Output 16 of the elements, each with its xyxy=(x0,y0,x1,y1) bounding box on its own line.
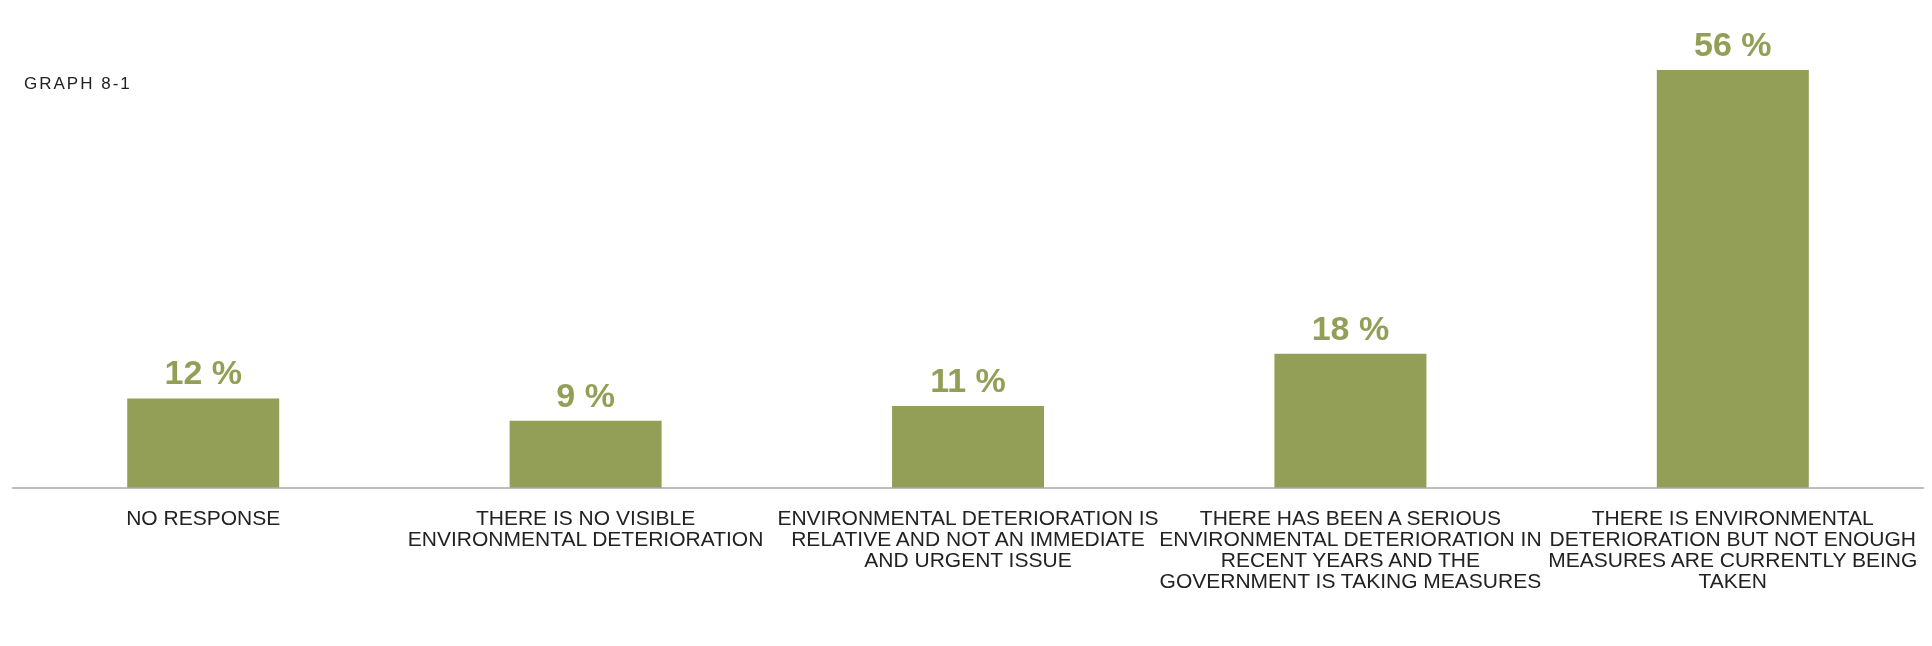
data-label: 12 % xyxy=(164,353,242,392)
bar xyxy=(127,398,280,488)
data-label: 18 % xyxy=(1311,308,1390,347)
data-label: 11 % xyxy=(930,360,1006,399)
x-tick-label: NO RESPONSE xyxy=(126,505,281,529)
x-tick-label: THERE HAS BEEN A SERIOUS ENVIRONMENTAL DETERIORATION IN RECENT YEARS AND THE GOVERNMENT IS TAKING MEASURES xyxy=(1159,505,1542,592)
data-label: 9 % xyxy=(556,375,615,414)
x-tick-label: ENVIRONMENTAL DETERIORATION IS RELATIVE AND NOT AN IMMEDIATE AND URGENT ISSUE xyxy=(777,505,1159,571)
bar xyxy=(892,405,1045,488)
x-tick-label: THERE IS NO VISIBLE ENVIRONMENTAL DETERIORATION xyxy=(407,505,764,550)
annotation: GRAPH 8-1 xyxy=(24,74,132,94)
data-label: 56 % xyxy=(1694,25,1772,63)
x-tick-label: THERE IS ENVIRONMENTAL DETERIORATION BUT NOT ENOUGH MEASURES ARE CURRENTLY BEING TAKEN xyxy=(1548,505,1918,592)
bar xyxy=(1274,353,1427,488)
bar xyxy=(509,420,662,488)
bar xyxy=(1656,70,1809,488)
